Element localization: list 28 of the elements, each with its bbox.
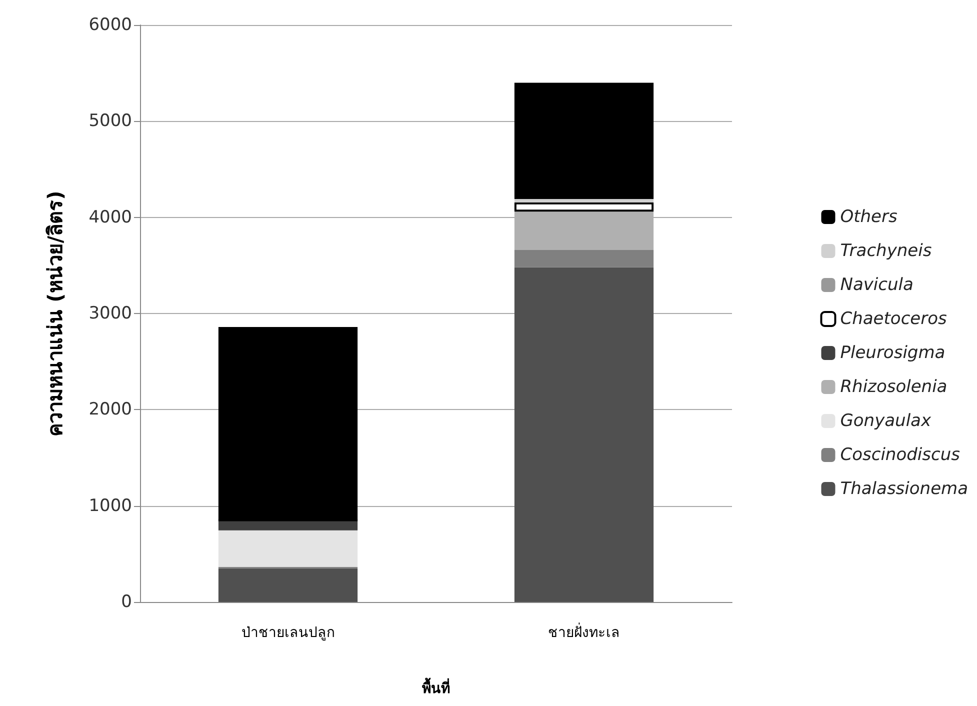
legend-label: Pleurosigma xyxy=(840,343,946,363)
legend-label: Gonyaulax xyxy=(840,411,932,431)
y-tick-label: 4000 xyxy=(88,207,132,228)
y-tick-label: 6000 xyxy=(88,15,132,35)
legend-label: Thalassionema xyxy=(840,479,968,499)
y-tick-label: 5000 xyxy=(88,111,132,132)
legend-label: Rhizosolenia xyxy=(840,377,948,397)
y-tick-label: 2000 xyxy=(88,400,132,420)
legend-label: Coscinodiscus xyxy=(840,445,960,465)
x-tick-label: ป่าชายเลนปลูก xyxy=(242,625,334,641)
legend-label: Chaetoceros xyxy=(840,309,948,329)
y-tick-label: 0 xyxy=(121,592,132,612)
bar xyxy=(514,82,654,200)
bar xyxy=(514,202,654,212)
legend-label: Trachyneis xyxy=(840,241,932,261)
bar xyxy=(218,568,358,602)
bar xyxy=(218,326,358,520)
y-tick-label: 1000 xyxy=(88,496,132,516)
y-tick-label: 3000 xyxy=(88,304,132,324)
legend-label: Navicula xyxy=(840,275,914,295)
y-axis-title: ความหนาแน่น (หน่วย/ลิตร) xyxy=(43,190,67,436)
bar xyxy=(514,199,654,202)
x-tick-label: ชายฝั่งทะเล xyxy=(548,623,620,641)
bar xyxy=(218,530,358,567)
bar xyxy=(514,250,654,268)
bar xyxy=(514,267,654,602)
x-axis-title: พื้นที่ xyxy=(422,677,450,697)
legend-label: Others xyxy=(840,207,898,227)
